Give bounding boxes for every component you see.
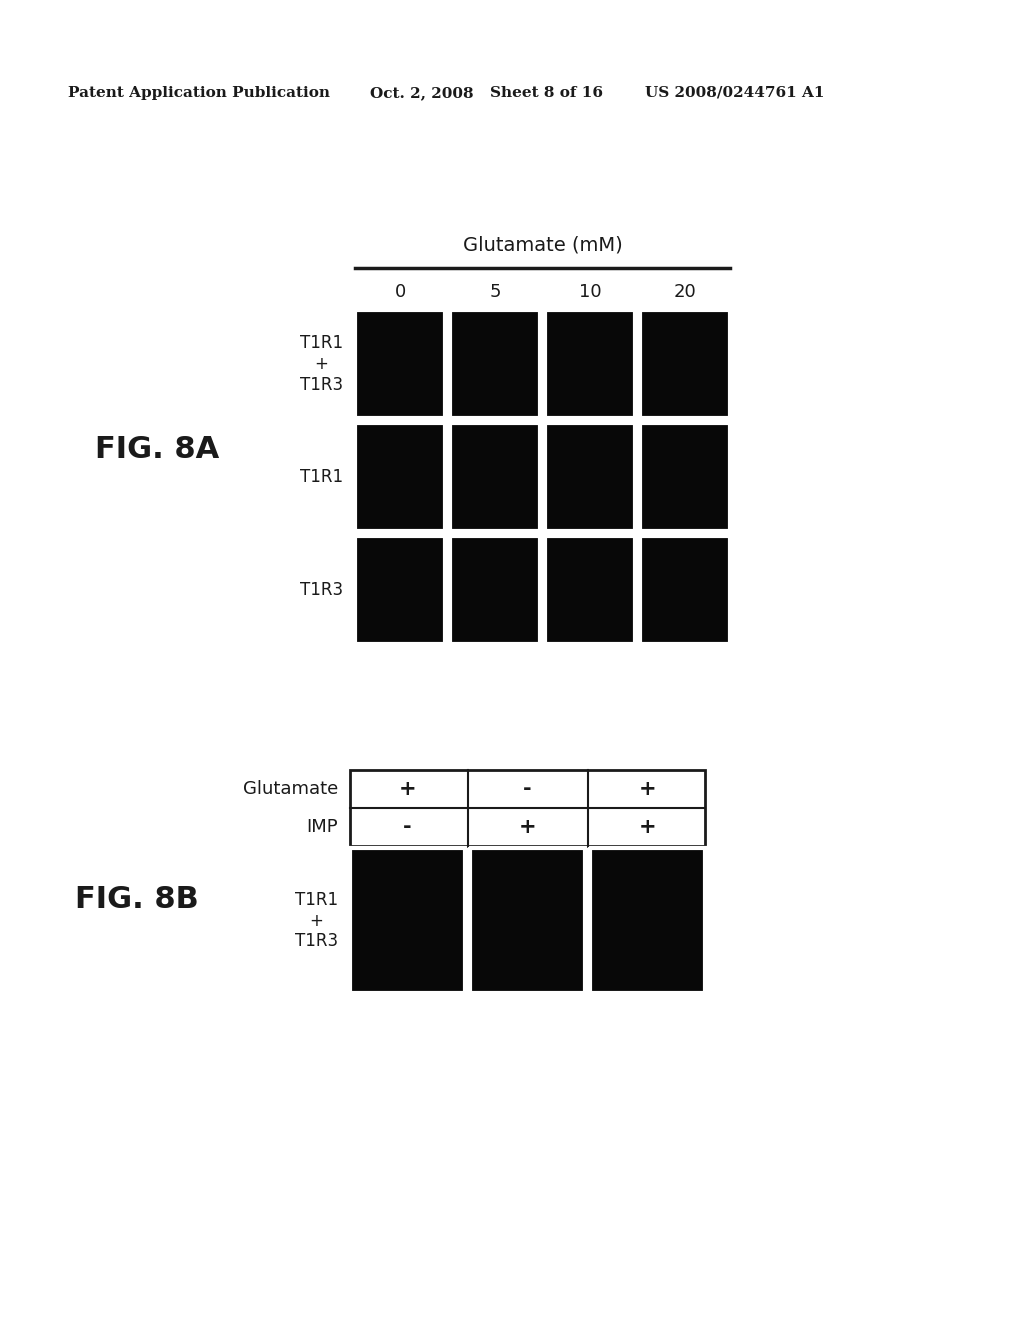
Bar — [590, 847, 705, 993]
Text: T1R1
+
T1R3: T1R1 + T1R3 — [300, 334, 343, 393]
Bar — [450, 310, 540, 418]
Bar — [545, 422, 635, 531]
Bar — [450, 536, 540, 644]
Text: IMP: IMP — [306, 818, 338, 836]
Text: Sheet 8 of 16: Sheet 8 of 16 — [490, 86, 603, 100]
Text: T1R1
+
T1R3: T1R1 + T1R3 — [295, 891, 338, 950]
Bar — [350, 770, 705, 846]
Text: FIG. 8B: FIG. 8B — [75, 886, 199, 915]
Text: 10: 10 — [579, 282, 601, 301]
Bar — [640, 310, 730, 418]
Text: Patent Application Publication: Patent Application Publication — [68, 86, 330, 100]
Bar — [350, 847, 465, 993]
Text: +: + — [639, 817, 656, 837]
Text: T1R3: T1R3 — [300, 581, 343, 599]
Bar — [545, 536, 635, 644]
Bar — [355, 310, 445, 418]
Text: -: - — [523, 779, 531, 799]
Bar — [355, 422, 445, 531]
Text: 20: 20 — [674, 282, 696, 301]
Text: +: + — [519, 817, 537, 837]
Bar — [450, 422, 540, 531]
Text: +: + — [639, 779, 656, 799]
Bar — [355, 536, 445, 644]
Text: 5: 5 — [489, 282, 501, 301]
Bar — [545, 310, 635, 418]
Text: FIG. 8A: FIG. 8A — [95, 436, 219, 465]
Bar — [470, 847, 585, 993]
Text: Glutamate (mM): Glutamate (mM) — [463, 235, 623, 255]
Text: Oct. 2, 2008: Oct. 2, 2008 — [370, 86, 474, 100]
Bar — [640, 536, 730, 644]
Text: US 2008/0244761 A1: US 2008/0244761 A1 — [645, 86, 824, 100]
Text: +: + — [398, 779, 417, 799]
Text: -: - — [403, 817, 412, 837]
Text: T1R1: T1R1 — [300, 469, 343, 486]
Text: Glutamate: Glutamate — [243, 780, 338, 799]
Bar — [640, 422, 730, 531]
Text: 0: 0 — [394, 282, 406, 301]
